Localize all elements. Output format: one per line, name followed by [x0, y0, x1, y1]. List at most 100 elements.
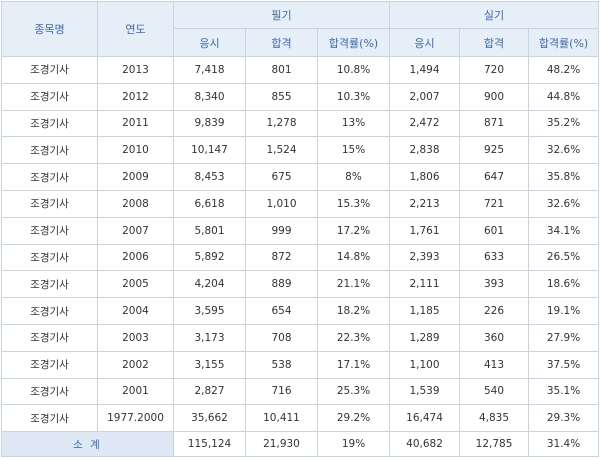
- cell-subject: 조경기사: [1, 136, 98, 165]
- header-written-applicants: 응시: [173, 28, 246, 57]
- cell-practical-pass-rate: 32.6%: [528, 136, 600, 165]
- cell-written-pass-rate: 18.2%: [316, 297, 391, 325]
- table-row: 조경기사 2005 4,204 889 21.1% 2,111 393 18.6%: [1, 270, 600, 299]
- cell-practical-applicants: 2,472: [389, 109, 461, 138]
- cell-written-applicants: 7,418: [173, 56, 246, 84]
- cell-practical-applicants: 1,539: [389, 377, 461, 406]
- cell-practical-pass-rate: 35.2%: [528, 109, 600, 138]
- cell-practical-passed: 393: [459, 270, 530, 299]
- cell-written-passed: 999: [245, 216, 318, 245]
- cell-written-pass-rate: 22.3%: [316, 323, 391, 352]
- cell-practical-pass-rate: 18.6%: [528, 270, 600, 299]
- cell-subject: 조경기사: [1, 109, 98, 138]
- cell-practical-pass-rate: 48.2%: [528, 56, 600, 84]
- cell-written-pass-rate: 17.2%: [316, 216, 391, 245]
- cell-year: 2006: [97, 243, 174, 272]
- cell-written-pass-rate: 14.8%: [316, 243, 391, 272]
- cell-written-pass-rate: 15%: [316, 136, 391, 165]
- total-row: 소 계 115,124 21,930 19% 40,682 12,785 31.…: [1, 431, 600, 458]
- cell-written-applicants: 4,204: [173, 270, 246, 299]
- cell-practical-pass-rate: 19.1%: [528, 297, 600, 325]
- cell-practical-applicants: 2,007: [389, 82, 461, 111]
- cell-written-pass-rate: 17.1%: [316, 350, 391, 379]
- table-footer: 소 계 115,124 21,930 19% 40,682 12,785 31.…: [1, 431, 600, 458]
- cell-year: 2013: [97, 56, 174, 84]
- table-row: 조경기사 2006 5,892 872 14.8% 2,393 633 26.5%: [1, 243, 600, 272]
- cell-practical-passed: 360: [459, 323, 530, 352]
- cell-year: 1977.2000: [97, 404, 174, 433]
- cell-written-applicants: 5,892: [173, 243, 246, 272]
- cell-written-pass-rate: 8%: [316, 163, 391, 191]
- cell-written-passed: 1,524: [245, 136, 318, 165]
- table-row: 조경기사 2004 3,595 654 18.2% 1,185 226 19.1%: [1, 297, 600, 325]
- cell-practical-applicants: 16,474: [389, 404, 461, 433]
- cell-year: 2008: [97, 189, 174, 218]
- cell-written-applicants: 6,618: [173, 189, 246, 218]
- header-practical-pass-rate: 합격률(%): [528, 28, 600, 57]
- cell-year: 2005: [97, 270, 174, 299]
- cell-practical-applicants: 1,185: [389, 297, 461, 325]
- table-row: 조경기사 2010 10,147 1,524 15% 2,838 925 32.6%: [1, 136, 600, 165]
- cell-subject: 조경기사: [1, 82, 98, 111]
- total-label: 소 계: [1, 431, 174, 458]
- cell-practical-passed: 900: [459, 82, 530, 111]
- table-body: 조경기사 2013 7,418 801 10.8% 1,494 720 48.2% 조경기사 20…: [1, 56, 600, 433]
- cell-subject: 조경기사: [1, 56, 98, 84]
- cell-practical-passed: 601: [459, 216, 530, 245]
- cell-written-applicants: 8,453: [173, 163, 246, 191]
- cell-written-applicants: 35,662: [173, 404, 246, 433]
- header-subject: 종목명: [1, 1, 98, 57]
- cell-practical-passed: 720: [459, 56, 530, 84]
- cell-subject: 조경기사: [1, 350, 98, 379]
- table-row: 조경기사 2012 8,340 855 10.3% 2,007 900 44.8%: [1, 82, 600, 111]
- cell-practical-pass-rate: 35.1%: [528, 377, 600, 406]
- header-written-passed: 합격: [245, 28, 318, 57]
- cell-written-passed: 801: [245, 56, 318, 84]
- cell-practical-pass-rate: 29.3%: [528, 404, 600, 433]
- cell-year: 2011: [97, 109, 174, 138]
- table-row: 조경기사 2003 3,173 708 22.3% 1,289 360 27.9%: [1, 323, 600, 352]
- cell-year: 2001: [97, 377, 174, 406]
- table-row: 조경기사 2001 2,827 716 25.3% 1,539 540 35.1%: [1, 377, 600, 406]
- cell-written-passed: 10,411: [245, 404, 318, 433]
- cell-practical-applicants: 2,213: [389, 189, 461, 218]
- table-row: 조경기사 2011 9,839 1,278 13% 2,472 871 35.2%: [1, 109, 600, 138]
- cell-written-applicants: 8,340: [173, 82, 246, 111]
- table-row: 조경기사 2007 5,801 999 17.2% 1,761 601 34.1%: [1, 216, 600, 245]
- total-written-applicants: 115,124: [173, 431, 246, 458]
- cell-written-pass-rate: 10.3%: [316, 82, 391, 111]
- cell-year: 2002: [97, 350, 174, 379]
- table-row: 조경기사 2013 7,418 801 10.8% 1,494 720 48.2%: [1, 56, 600, 84]
- cell-written-applicants: 2,827: [173, 377, 246, 406]
- header-practical: 실기: [389, 1, 600, 29]
- cell-year: 2012: [97, 82, 174, 111]
- cell-practical-passed: 226: [459, 297, 530, 325]
- table-row: 조경기사 1977.2000 35,662 10,411 29.2% 16,474 4,83…: [1, 404, 600, 433]
- cell-year: 2010: [97, 136, 174, 165]
- cell-subject: 조경기사: [1, 323, 98, 352]
- cell-written-passed: 675: [245, 163, 318, 191]
- header-practical-applicants: 응시: [389, 28, 461, 57]
- cell-practical-applicants: 1,100: [389, 350, 461, 379]
- header-year: 연도: [97, 1, 174, 57]
- cell-written-passed: 654: [245, 297, 318, 325]
- table-header: 종목명 연도 필기 실기 응시 합격 합격률(%) 응시 합격 합격률(%): [1, 1, 600, 57]
- cell-written-passed: 708: [245, 323, 318, 352]
- total-practical-pass-rate: 31.4%: [528, 431, 600, 458]
- total-practical-passed: 12,785: [459, 431, 530, 458]
- cell-written-passed: 1,010: [245, 189, 318, 218]
- cell-subject: 조경기사: [1, 297, 98, 325]
- header-written-pass-rate: 합격률(%): [316, 28, 391, 57]
- cell-written-pass-rate: 10.8%: [316, 56, 391, 84]
- cell-practical-pass-rate: 27.9%: [528, 323, 600, 352]
- cell-subject: 조경기사: [1, 270, 98, 299]
- table-row: 조경기사 2008 6,618 1,010 15.3% 2,213 721 32.6%: [1, 189, 600, 218]
- cell-written-applicants: 5,801: [173, 216, 246, 245]
- cell-practical-pass-rate: 34.1%: [528, 216, 600, 245]
- total-written-passed: 21,930: [245, 431, 318, 458]
- cell-practical-applicants: 2,393: [389, 243, 461, 272]
- cell-year: 2004: [97, 297, 174, 325]
- cell-practical-passed: 647: [459, 163, 530, 191]
- cell-year: 2009: [97, 163, 174, 191]
